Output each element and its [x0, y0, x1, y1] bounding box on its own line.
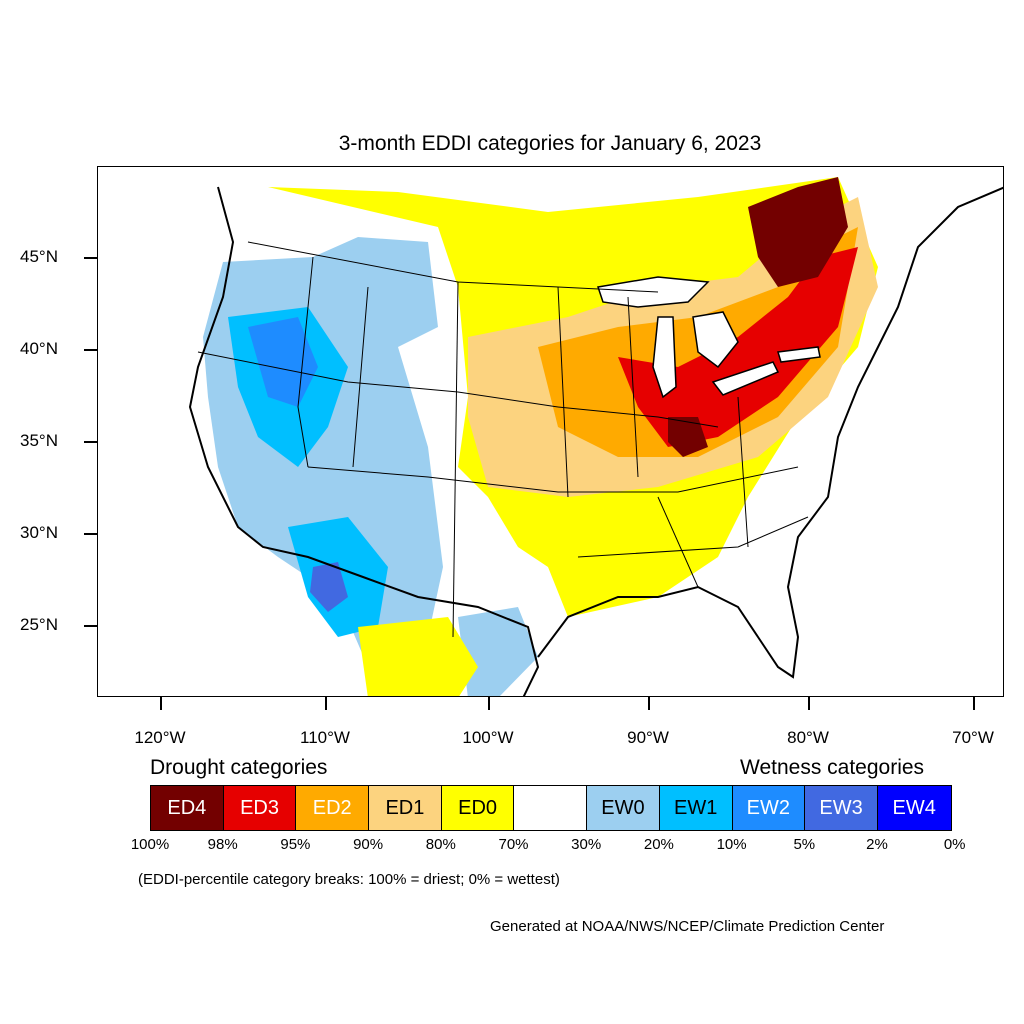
legend-break-label: 80%: [425, 836, 456, 853]
legend-box-ew3: EW3: [805, 786, 878, 830]
wetness-heading: Wetness categories: [740, 756, 925, 779]
legend-break-label: 95%: [280, 836, 311, 853]
ed3-region: [618, 247, 858, 447]
wet-region-texas: [458, 607, 538, 696]
map-canvas: [188, 177, 1003, 696]
lat-tick-40: [84, 349, 97, 351]
lake-michigan: [652, 316, 677, 399]
lon-tick-70: [973, 697, 975, 710]
ed0-region-south: [358, 617, 478, 696]
legend-break-label: 30%: [571, 836, 602, 853]
state-boundaries: [197, 241, 809, 638]
lat-tick-30: [84, 533, 97, 535]
lon-label-90: 90°W: [627, 728, 669, 747]
lat-tick-45: [84, 257, 97, 259]
lon-tick-80: [808, 697, 810, 710]
legend-break-label: 20%: [643, 836, 674, 853]
lon-label-70: 70°W: [952, 728, 994, 747]
lat-label-25: 25°N: [20, 615, 58, 634]
lon-tick-110: [325, 697, 327, 710]
lake-ontario: [777, 346, 821, 363]
legend-break-label: 90%: [353, 836, 384, 853]
legend-box-ew0: EW0: [587, 786, 660, 830]
lon-tick-90: [648, 697, 650, 710]
legend-break-label: 98%: [207, 836, 238, 853]
lon-tick-100: [488, 697, 490, 710]
legend-break-label: 5%: [793, 836, 816, 853]
legend-colorbar: ED4 ED3 ED2 ED1 ED0 EW0 EW1 EW2 EW3 EW4: [150, 785, 952, 831]
legend-box-ew1: EW1: [659, 786, 733, 830]
legend-box-neutral: [514, 786, 588, 830]
lat-label-45: 45°N: [20, 247, 58, 266]
map-title: 3-month EDDI categories for January 6, 2…: [338, 132, 762, 155]
credit-text: Generated at NOAA/NWS/NCEP/Climate Predi…: [490, 918, 885, 935]
us-outline: [188, 186, 1003, 696]
lat-label-40: 40°N: [20, 339, 58, 358]
legend-box-ed1: ED1: [369, 786, 442, 830]
legend-note: (EDDI-percentile category breaks: 100% =…: [138, 871, 560, 888]
lat-label-30: 30°N: [20, 523, 58, 542]
legend-break-label: 0%: [943, 836, 966, 853]
lat-label-35: 35°N: [20, 431, 58, 450]
eddi-map: [97, 166, 1004, 697]
lake-erie: [711, 361, 780, 396]
lat-tick-35: [84, 441, 97, 443]
legend-box-ed3: ED3: [223, 786, 297, 830]
lon-label-100: 100°W: [462, 728, 514, 747]
lon-label-110: 110°W: [300, 728, 350, 747]
legend-break-label: 2%: [866, 836, 888, 853]
ed4-region: [748, 177, 848, 287]
ed4-region-ohio: [668, 417, 708, 457]
legend-box-ew4: EW4: [877, 786, 951, 830]
lat-tick-25: [84, 625, 97, 627]
legend-break-label: 100%: [130, 836, 170, 853]
lon-tick-120: [160, 697, 162, 710]
drought-heading: Drought categories: [150, 756, 328, 779]
wet-region-arizona: [310, 562, 348, 612]
legend-break-label: 70%: [498, 836, 529, 853]
legend-box-ew2: EW2: [732, 786, 806, 830]
legend-box-ed0: ED0: [441, 786, 515, 830]
legend-box-ed2: ED2: [296, 786, 370, 830]
lon-label-120: 120°W: [134, 728, 186, 747]
lon-label-80: 80°W: [787, 728, 829, 747]
legend-box-ed4: ED4: [151, 786, 224, 830]
legend-break-label: 10%: [716, 836, 747, 853]
lake-huron: [692, 311, 739, 369]
